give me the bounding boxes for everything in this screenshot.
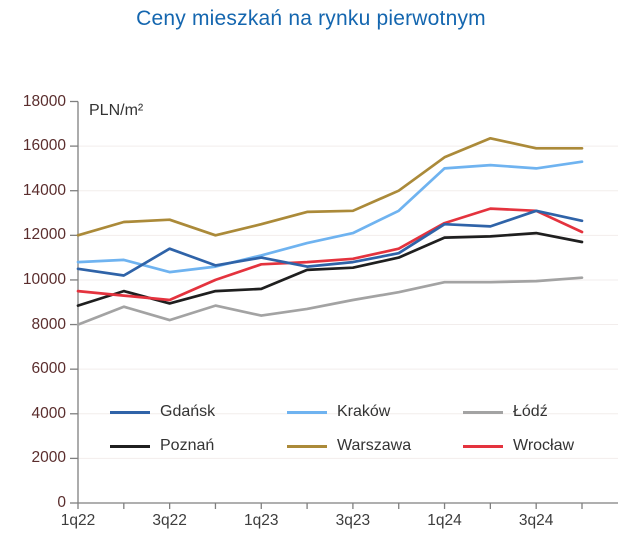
legend-item-wrocaw: Wrocław (463, 437, 574, 455)
y-axis-tick-label: 10000 (22, 270, 66, 288)
legend-label: Kraków (337, 403, 391, 420)
y-axis-tick-label: 12000 (22, 226, 66, 244)
x-axis-tick-label: 3q23 (335, 512, 371, 529)
legend-line-swatch (287, 410, 327, 414)
y-axis-unit-label: PLN/m² (89, 102, 144, 119)
legend-item-d: Łódź (463, 403, 548, 421)
legend-item-pozna: Poznań (110, 437, 214, 455)
legend-label: Wrocław (513, 437, 575, 454)
y-axis-tick-label: 8000 (31, 315, 66, 333)
y-axis-tick-label: 6000 (31, 360, 66, 378)
series-line-d (76, 276, 584, 326)
series-line-wrocaw (76, 207, 584, 302)
series-line-pozna (76, 231, 584, 307)
x-axis-tick-label: 1q23 (244, 512, 279, 529)
legend-line-swatch (110, 444, 150, 448)
legend-item-gdask: Gdańsk (110, 403, 215, 421)
series-line-gdask (76, 209, 584, 277)
legend-label: Poznań (160, 437, 215, 454)
legend-label: Warszawa (337, 437, 412, 454)
y-axis-tick-label: 18000 (22, 92, 66, 110)
legend-line-swatch (110, 410, 150, 414)
legend-label: Gdańsk (160, 403, 216, 420)
y-axis-tick-label: 16000 (22, 137, 66, 155)
x-axis-tick-label: 1q22 (60, 512, 96, 529)
chart-title: Ceny mieszkań na rynku pierwotnym (136, 7, 486, 30)
y-axis-tick-label: 2000 (31, 449, 66, 467)
legend-line-swatch (463, 444, 503, 448)
y-axis-tick-label: 14000 (22, 181, 66, 199)
legend-line-swatch (463, 410, 503, 414)
legend-item-krakw: Kraków (287, 403, 390, 421)
y-axis-tick-label: 0 (57, 494, 66, 511)
series-line-warszawa (76, 136, 584, 237)
legend-item-warszawa: Warszawa (287, 437, 411, 455)
y-axis-tick-label: 4000 (31, 404, 66, 422)
legend-line-swatch (287, 444, 327, 448)
legend-label: Łódź (513, 403, 548, 420)
series-line-krakw (76, 160, 584, 274)
x-axis-tick-label: 1q24 (427, 512, 462, 529)
x-axis-tick-label: 3q24 (518, 512, 554, 529)
x-axis-tick-label: 3q22 (152, 512, 187, 529)
